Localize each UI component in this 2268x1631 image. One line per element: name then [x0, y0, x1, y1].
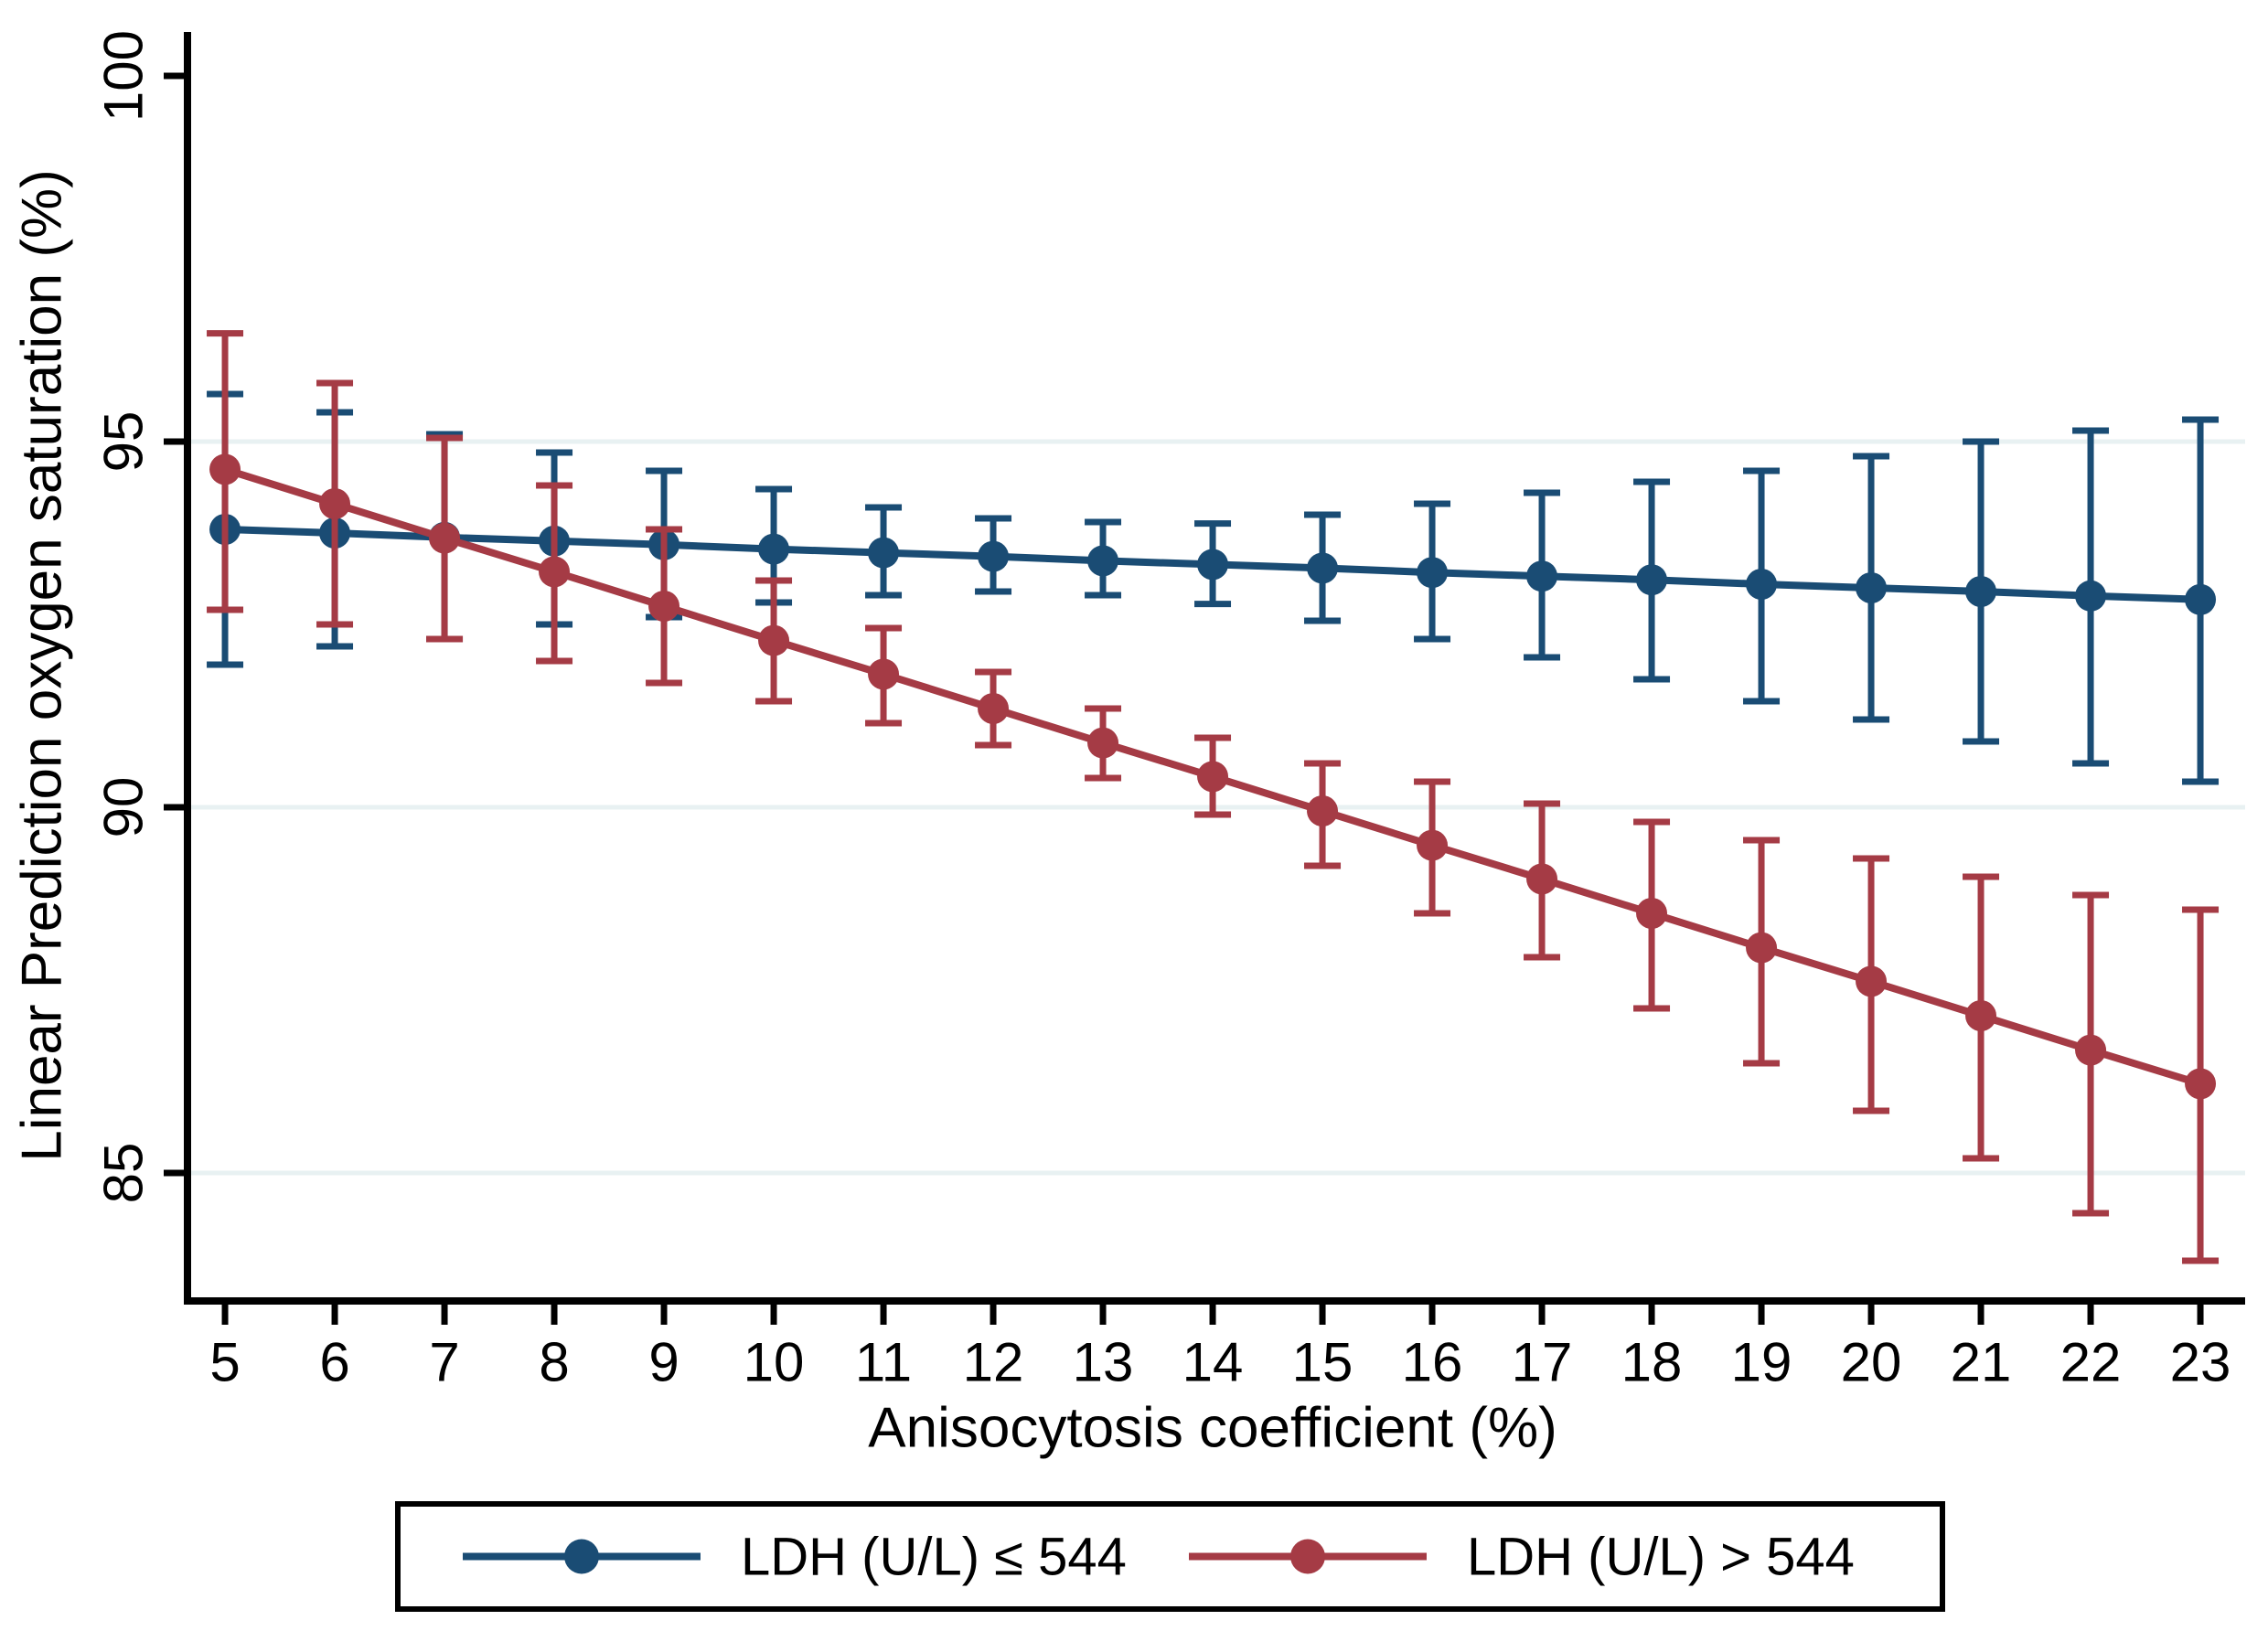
data-point-marker [1856, 965, 1888, 997]
data-point-marker [1856, 572, 1888, 603]
data-point-marker [2075, 580, 2107, 612]
x-tick-label: 17 [1512, 1332, 1573, 1393]
x-tick-label: 12 [963, 1332, 1024, 1393]
data-point-marker [758, 533, 790, 565]
x-tick-label: 13 [1073, 1332, 1134, 1393]
legend-key-line-dot-red [1189, 1539, 1427, 1574]
data-point-marker [1526, 863, 1558, 895]
data-point-marker [1746, 569, 1778, 600]
data-point-marker [2075, 1034, 2107, 1066]
x-tick-label: 16 [1402, 1332, 1463, 1393]
y-tick-label: 90 [93, 777, 155, 838]
x-tick-label: 19 [1731, 1332, 1792, 1393]
x-tick-label: 21 [1951, 1332, 2012, 1393]
data-point-marker [1746, 932, 1778, 964]
data-point-marker [1526, 560, 1558, 592]
data-point-marker [1087, 545, 1119, 577]
data-point-marker [429, 522, 461, 554]
x-axis-title: Anisocytosis coefficient (%) [868, 1396, 1557, 1460]
data-point-marker [2185, 1068, 2217, 1100]
data-point-marker [758, 624, 790, 656]
data-point-marker [1197, 761, 1229, 793]
y-axis-title: Linear Prediction oxygen saturation (%) [10, 169, 74, 1162]
data-point-marker [868, 537, 900, 569]
data-point-marker [1636, 564, 1668, 596]
x-tick-label: 8 [539, 1332, 569, 1393]
data-point-marker [1197, 549, 1229, 581]
legend-entry-ldh-gt-544: LDH (U/L) > 544 [1189, 1526, 1855, 1587]
x-tick-label: 11 [855, 1332, 912, 1393]
x-tick-label: 14 [1182, 1332, 1244, 1393]
data-point-marker [209, 453, 241, 485]
data-point-marker [868, 658, 900, 690]
data-point-marker [1636, 898, 1668, 929]
legend: LDH (U/L) ≤ 544 LDH (U/L) > 544 [395, 1501, 1945, 1612]
y-tick-label: 100 [93, 30, 155, 122]
chart: 85 90 95 100 5 6 7 8 9 10 11 12 13 14 15 16 17 18 19 20 21 22… [93, 30, 2245, 1393]
x-tick-label: 9 [648, 1332, 679, 1393]
y-tick-label: 85 [93, 1143, 155, 1204]
y-tick-label: 95 [93, 411, 155, 473]
data-point-marker [978, 540, 1010, 572]
legend-key-line-dot-blue [463, 1539, 701, 1574]
data-point-marker [1087, 727, 1119, 759]
legend-label-ldh-gt-544: LDH (U/L) > 544 [1467, 1527, 1855, 1586]
x-tick-label: 15 [1292, 1332, 1353, 1393]
legend-entry-ldh-le-544: LDH (U/L) ≤ 544 [463, 1526, 1127, 1587]
x-tick-label: 18 [1621, 1332, 1683, 1393]
x-tick-label: 5 [209, 1332, 240, 1393]
x-tick-label: 7 [429, 1332, 459, 1393]
data-point-marker [319, 488, 351, 519]
data-point-marker [1417, 829, 1449, 861]
data-point-marker [648, 591, 680, 622]
data-point-marker [1965, 576, 1997, 607]
x-tick-label: 10 [744, 1332, 805, 1393]
data-point-marker [1307, 795, 1339, 826]
x-tick-label: 6 [319, 1332, 349, 1393]
data-point-marker [978, 693, 1010, 724]
data-point-marker [1965, 1000, 1997, 1031]
data-point-marker [1307, 552, 1339, 584]
data-point-marker [1417, 557, 1449, 589]
x-tick-label: 22 [2060, 1332, 2122, 1393]
data-point-marker [2185, 583, 2217, 615]
x-tick-label: 20 [1841, 1332, 1902, 1393]
legend-label-ldh-le-544: LDH (U/L) ≤ 544 [741, 1527, 1127, 1586]
data-point-marker [539, 556, 571, 588]
x-tick-label: 23 [2170, 1332, 2231, 1393]
